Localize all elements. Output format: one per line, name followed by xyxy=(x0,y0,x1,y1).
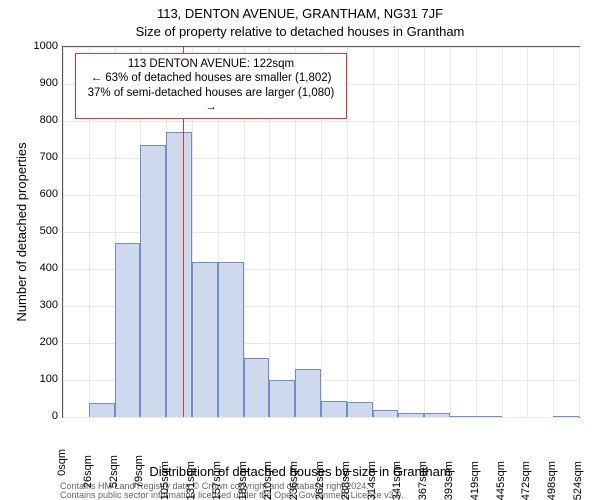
histogram-bar xyxy=(115,243,141,417)
title-sub: Size of property relative to detached ho… xyxy=(0,24,600,39)
xtick-label: 52sqm xyxy=(108,455,120,488)
title-main: 113, DENTON AVENUE, GRANTHAM, NG31 7JF xyxy=(0,6,600,21)
xtick-label: 157sqm xyxy=(211,461,223,500)
xtick-label: 79sqm xyxy=(133,455,145,488)
gridline-v xyxy=(450,47,451,417)
gridline-v xyxy=(579,47,580,417)
ytick-label: 400 xyxy=(18,262,58,274)
histogram-bar xyxy=(424,413,450,417)
xtick-label: 236sqm xyxy=(288,461,300,500)
histogram-bar xyxy=(398,413,424,417)
ytick-label: 100 xyxy=(18,373,58,385)
gridline-v xyxy=(553,47,554,417)
histogram-bar xyxy=(192,262,218,417)
histogram-bar xyxy=(218,262,244,417)
xtick-label: 341sqm xyxy=(391,461,403,500)
ytick-label: 200 xyxy=(18,336,58,348)
xtick-label: 367sqm xyxy=(417,461,429,500)
annotation-line: 113 DENTON AVENUE: 122sqm xyxy=(82,57,340,71)
histogram-bar xyxy=(321,401,347,417)
gridline-v xyxy=(527,47,528,417)
xtick-label: 183sqm xyxy=(237,461,249,500)
xtick-label: 210sqm xyxy=(262,461,274,500)
xtick-label: 498sqm xyxy=(546,461,558,500)
footer-line-2: Contains public sector information licen… xyxy=(60,490,404,500)
xtick-label: 445sqm xyxy=(495,461,507,500)
gridline-v xyxy=(424,47,425,417)
ytick-label: 900 xyxy=(18,77,58,89)
histogram-bar xyxy=(269,380,295,417)
xtick-label: 131sqm xyxy=(185,461,197,500)
histogram-bar xyxy=(347,402,373,417)
xtick-label: 314sqm xyxy=(366,461,378,500)
ytick-label: 600 xyxy=(18,188,58,200)
histogram-bar xyxy=(450,416,476,417)
ytick-label: 300 xyxy=(18,299,58,311)
xtick-label: 105sqm xyxy=(159,461,171,500)
histogram-bar xyxy=(373,410,399,417)
xtick-label: 393sqm xyxy=(443,461,455,500)
ytick-label: 800 xyxy=(18,114,58,126)
ytick-label: 0 xyxy=(18,410,58,422)
histogram-bar xyxy=(553,416,579,417)
plot-area: 113 DENTON AVENUE: 122sqm← 63% of detach… xyxy=(62,46,580,418)
histogram-bar xyxy=(89,403,115,417)
gridline-v xyxy=(502,47,503,417)
ytick-label: 500 xyxy=(18,225,58,237)
histogram-bar xyxy=(295,369,321,417)
gridline-h xyxy=(63,417,579,418)
histogram-bar xyxy=(140,145,166,417)
property-annotation-box: 113 DENTON AVENUE: 122sqm← 63% of detach… xyxy=(75,53,347,119)
histogram-bar xyxy=(244,358,270,417)
gridline-v xyxy=(476,47,477,417)
annotation-line: 37% of semi-detached houses are larger (… xyxy=(82,86,340,115)
xtick-label: 26sqm xyxy=(82,455,94,488)
xtick-label: 524sqm xyxy=(572,461,584,500)
gridline-v xyxy=(398,47,399,417)
xtick-label: 0sqm xyxy=(56,449,68,476)
histogram-bar xyxy=(166,132,192,417)
gridline-v xyxy=(373,47,374,417)
chart-container: 113, DENTON AVENUE, GRANTHAM, NG31 7JF S… xyxy=(0,0,600,500)
ytick-label: 1000 xyxy=(18,40,58,52)
histogram-bar xyxy=(476,416,502,417)
xtick-label: 472sqm xyxy=(520,461,532,500)
ytick-label: 700 xyxy=(18,151,58,163)
gridline-v xyxy=(63,47,64,417)
xtick-label: 419sqm xyxy=(469,461,481,500)
xtick-label: 262sqm xyxy=(314,461,326,500)
xtick-label: 288sqm xyxy=(340,461,352,500)
annotation-line: ← 63% of detached houses are smaller (1,… xyxy=(82,71,340,85)
